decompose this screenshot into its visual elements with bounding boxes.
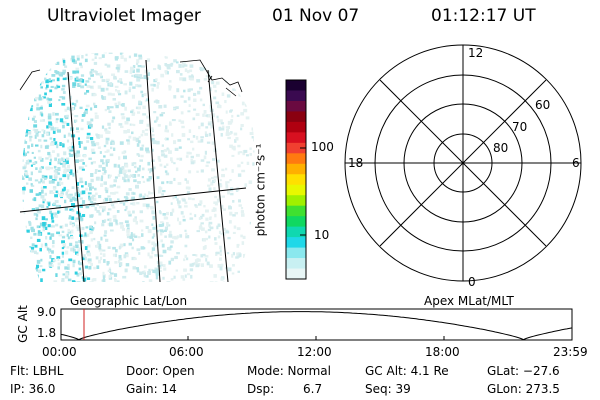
- xtick-1200: 12:00: [297, 345, 332, 359]
- polar-diagonal-line: [379, 79, 547, 247]
- colorbar-swatch: [286, 184, 306, 196]
- time-label: 01:12:17 UT: [431, 6, 536, 26]
- geographic-caption: Geographic Lat/Lon: [70, 294, 188, 308]
- altitude-ylabel: GC Alt: [15, 305, 30, 343]
- colorbar-gradient: [286, 80, 306, 280]
- colorbar-swatch: [286, 111, 306, 123]
- filter-info: Flt: LBHL: [10, 364, 64, 378]
- colorbar-swatch: [286, 80, 306, 92]
- xtick-2359: 23:59: [553, 345, 588, 359]
- xtick-0000: 00:00: [42, 345, 77, 359]
- longitude-line: [67, 71, 85, 283]
- colorbar-swatch: [286, 163, 306, 175]
- instrument-title: Ultraviolet Imager: [47, 6, 201, 26]
- colorbar-swatch: [286, 226, 306, 238]
- gain-info: Gain: 14: [126, 382, 177, 396]
- seq-info: Seq: 39: [365, 382, 411, 396]
- colorbar-swatch: [286, 121, 306, 133]
- colorbar-swatch: [286, 142, 306, 154]
- altitude-plot-frame: [60, 308, 573, 341]
- mlt-label-18: 18: [348, 156, 364, 170]
- colorbar-swatch: [286, 237, 306, 249]
- colorbar-swatch: [286, 132, 306, 144]
- colorbar-swatch: [286, 90, 306, 102]
- altitude-ytick-top: 9.0: [37, 305, 57, 319]
- longitude-line: [145, 59, 161, 283]
- colorbar-swatch: [286, 153, 306, 165]
- colorbar-swatch: [286, 268, 306, 280]
- mlat-label-80: 80: [493, 141, 509, 155]
- colorbar-swatch: [286, 258, 306, 270]
- glon-info: GLon: 273.5: [487, 382, 560, 396]
- colorbar-swatch: [286, 100, 306, 113]
- glat-info: GLat: −27.6: [487, 364, 560, 378]
- colorbar-swatch: [286, 247, 306, 259]
- auroral-emission-speckles: [22, 52, 255, 283]
- coastline: [179, 59, 243, 97]
- altitude-plot-ticks: [60, 336, 573, 340]
- xtick-0600: 06:00: [169, 345, 204, 359]
- colorbar-tick-10: 10: [314, 228, 330, 242]
- xtick-1800: 18:00: [425, 345, 460, 359]
- colorbar-tick-100: 100: [311, 140, 334, 154]
- colorbar-swatch: [286, 174, 306, 186]
- apex-caption: Apex MLat/MLT: [424, 294, 514, 308]
- colorbar-swatch: [286, 195, 306, 207]
- dsp-label: Dsp:: [247, 382, 275, 396]
- date-label: 01 Nov 07: [272, 6, 360, 26]
- mlt-label-6: 6: [572, 156, 580, 170]
- longitude-line: [207, 69, 229, 283]
- mlat-label-70: 70: [512, 120, 528, 134]
- altitude-curve: [60, 311, 573, 341]
- ip-info: IP: 36.0: [10, 382, 56, 396]
- latitude-line: [19, 187, 247, 213]
- colorbar-swatch: [286, 216, 306, 228]
- gc-alt-info: GC Alt: 4.1 Re: [365, 364, 449, 378]
- altitude-ytick-bottom: 1.8: [37, 326, 57, 340]
- mode-info: Mode: Normal: [247, 364, 331, 378]
- dsp-value: 6.7: [303, 382, 323, 396]
- mlt-label-12: 12: [468, 46, 484, 60]
- colorbar-swatch: [286, 205, 306, 217]
- door-info: Door: Open: [126, 364, 195, 378]
- mlat-label-60: 60: [535, 98, 551, 112]
- coastline: [19, 69, 41, 91]
- mlt-label-0: 0: [468, 275, 476, 289]
